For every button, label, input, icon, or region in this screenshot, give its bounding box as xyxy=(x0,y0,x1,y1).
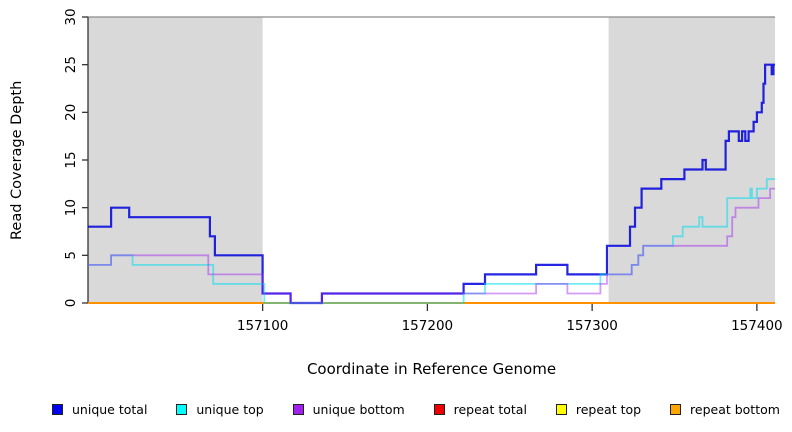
legend-item-unique-total: unique total xyxy=(52,402,147,417)
x-axis-title: Coordinate in Reference Genome xyxy=(306,360,557,378)
legend-item-repeat-bottom: repeat bottom xyxy=(670,402,780,417)
legend-item-unique-bottom: unique bottom xyxy=(292,401,405,417)
legend-label: repeat bottom xyxy=(690,401,780,417)
legend-item-repeat-total: repeat total xyxy=(433,401,527,417)
x-tick-label: 157400 xyxy=(731,318,783,334)
y-tick-label: 10 xyxy=(63,199,79,216)
x-tick-label: 157200 xyxy=(402,318,454,334)
legend-swatch-unique-bottom xyxy=(292,403,304,415)
y-axis-title: Read Coverage Depth xyxy=(9,80,25,240)
repeat-region-band xyxy=(608,17,775,304)
y-tick-label: 15 xyxy=(63,151,79,168)
series-line-unique-top xyxy=(88,178,775,304)
legend-label: repeat total xyxy=(453,401,527,417)
legend-label: repeat top xyxy=(575,401,642,417)
y-tick-label: 30 xyxy=(63,8,79,25)
x-tick-label: 157100 xyxy=(237,318,289,334)
legend-swatch-repeat-top xyxy=(555,403,567,415)
legend-label: unique total xyxy=(72,401,148,417)
legend-swatch-repeat-total xyxy=(433,403,445,415)
y-tick-label: 25 xyxy=(63,56,79,73)
legend-swatch-unique-top xyxy=(176,403,188,415)
legend: unique total unique top unique bottom repea… xyxy=(0,397,792,421)
legend-item-repeat-top: repeat top xyxy=(555,401,642,417)
y-tick-label: 5 xyxy=(63,251,79,260)
y-tick-label: 20 xyxy=(63,104,79,121)
y-tick-label: 0 xyxy=(63,299,79,308)
x-tick-label: 157300 xyxy=(566,318,618,334)
series-line-unique-total xyxy=(88,63,775,305)
legend-label: unique top xyxy=(196,401,264,417)
repeat-region-band xyxy=(88,17,263,304)
series-line-unique-bottom xyxy=(88,187,775,304)
legend-swatch-unique-total xyxy=(52,403,63,415)
legend-item-unique-top: unique top xyxy=(176,401,264,417)
legend-label: unique bottom xyxy=(312,401,405,417)
legend-swatch-repeat-bottom xyxy=(670,403,682,415)
